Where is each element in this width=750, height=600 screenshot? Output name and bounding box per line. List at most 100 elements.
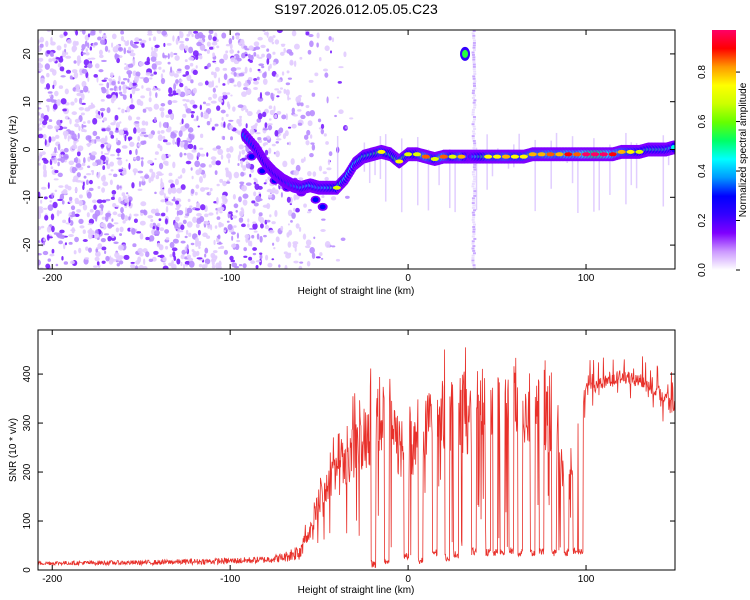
streak-cell (471, 185, 475, 188)
noise-cell (122, 94, 127, 100)
noise-cell (249, 67, 252, 73)
noise-cell (82, 239, 88, 242)
noise-cell (56, 98, 61, 106)
noise-cell (262, 128, 269, 131)
noise-cell (134, 37, 140, 43)
noise-cell (285, 89, 290, 96)
noise-cell (299, 56, 303, 60)
noise-cell (85, 48, 89, 52)
noise-cell (259, 140, 262, 143)
leakage-cell (555, 132, 558, 157)
noise-cell (320, 123, 325, 129)
noise-cell (74, 213, 80, 218)
noise-cell (203, 114, 209, 119)
noise-cell (122, 89, 127, 94)
noise-cell (140, 160, 144, 167)
noise-cell (76, 209, 82, 213)
noise-cell (293, 207, 296, 212)
noise-cell (174, 55, 180, 61)
noise-cell (226, 181, 231, 184)
noise-cell (96, 199, 103, 204)
noise-cell (51, 57, 57, 62)
noise-cell (288, 51, 294, 56)
noise-cell (124, 205, 128, 208)
track-peak (626, 149, 635, 154)
noise-cell (137, 170, 144, 174)
noise-cell (64, 88, 69, 95)
noise-cell (122, 84, 128, 91)
streak-cell (471, 173, 475, 176)
noise-cell (61, 255, 64, 261)
track-peak (608, 152, 617, 157)
noise-cell (196, 218, 202, 225)
noise-cell (243, 247, 247, 252)
colorbar-tick-label: 0.4 (697, 164, 708, 178)
noise-cell (233, 55, 236, 59)
noise-cell (338, 66, 344, 69)
track-peak (510, 154, 519, 159)
noise-cell (152, 36, 157, 42)
noise-cell (200, 153, 206, 157)
noise-cell (152, 225, 155, 230)
noise-cell (87, 42, 90, 49)
noise-cell (175, 207, 180, 211)
noise-cell (127, 136, 133, 140)
noise-cell (137, 256, 142, 263)
noise-cell (139, 76, 146, 79)
noise-cell (325, 141, 329, 145)
leakage-cell (449, 149, 451, 209)
noise-cell (267, 194, 273, 198)
noise-cell (70, 229, 76, 232)
noise-cell (219, 99, 223, 103)
noise-cell (282, 160, 288, 168)
noise-cell (84, 257, 90, 260)
noise-cell (299, 261, 304, 264)
noise-cell (229, 49, 234, 54)
noise-cell (237, 50, 240, 54)
noise-cell (124, 215, 129, 222)
noise-cell (238, 73, 245, 77)
noise-cell (263, 142, 269, 146)
noise-cell (72, 136, 75, 140)
noise-cell (81, 102, 86, 105)
noise-cell (258, 212, 263, 217)
noise-cell (162, 257, 167, 262)
streak-cell (473, 194, 477, 197)
noise-cell (233, 225, 237, 228)
noise-cell (160, 212, 166, 217)
snr-axes: -200 -100 0 100 0 100 200 300 400 (22, 330, 675, 585)
noise-cell (136, 116, 141, 120)
noise-cell (99, 204, 104, 209)
noise-cell (182, 140, 188, 143)
noise-cell (293, 60, 297, 68)
track-peak (537, 152, 546, 157)
noise-cell (151, 46, 154, 51)
noise-cell (47, 236, 53, 239)
noise-cell (110, 169, 114, 172)
noise-cell (116, 184, 120, 190)
noise-cell (129, 93, 133, 99)
noise-cell (242, 199, 248, 206)
noise-cell (293, 43, 300, 50)
noise-cell (54, 169, 59, 174)
noise-cell (101, 246, 107, 251)
noise-cell (65, 69, 72, 74)
noise-cell (251, 200, 256, 204)
noise-cell (244, 66, 248, 74)
noise-cell (116, 87, 119, 91)
noise-cell (180, 240, 186, 244)
noise-cell (176, 204, 182, 207)
leakage-cell (534, 139, 536, 212)
noise-cell (216, 216, 221, 220)
noise-cell (269, 109, 275, 116)
noise-cell (275, 141, 279, 144)
noise-cell (297, 122, 303, 126)
noise-cell (154, 151, 159, 155)
noise-cell (297, 109, 302, 112)
noise-cell (57, 161, 60, 167)
noise-cell (170, 131, 175, 136)
noise-cell (253, 181, 257, 185)
noise-cell (123, 47, 127, 55)
noise-cell (38, 259, 41, 266)
noise-cell (109, 88, 114, 91)
